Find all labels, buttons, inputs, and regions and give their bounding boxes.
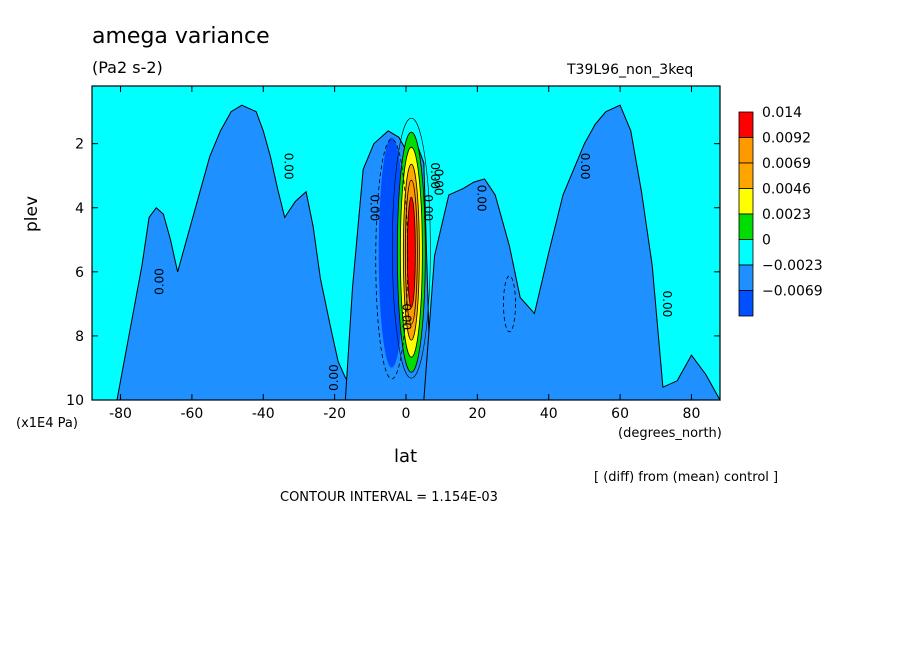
legend-swatch-2 — [738, 162, 754, 189]
run-id: T39L96_non_3keq — [567, 62, 694, 78]
contour-label-10: 0.00 — [428, 162, 442, 189]
legend-swatch-3 — [738, 188, 754, 215]
legend-label-7: −0.0069 — [762, 284, 823, 300]
contour-label-2: 0.00 — [327, 364, 341, 391]
contour-label-9: 0.00 — [421, 194, 435, 221]
diff-note: [ (diff) from (mean) control ] — [594, 470, 779, 485]
x-axis-units: (degrees_north) — [618, 426, 722, 441]
contour-outer — [392, 117, 431, 379]
legend-label-4: 0.0023 — [762, 207, 811, 223]
contour-label-8: 0.00 — [660, 291, 674, 318]
legend-swatch-6 — [738, 264, 754, 291]
region-band-left — [92, 104, 357, 401]
y-axis-units: (x1E4 Pa) — [16, 416, 78, 431]
y-tick-label-2: 6 — [75, 265, 84, 281]
legend-label-3: 0.0046 — [762, 182, 811, 198]
x-tick-label-5: 20 — [468, 406, 486, 422]
legend-label-2: 0.0069 — [762, 156, 811, 172]
x-tick-label-3: -20 — [323, 406, 346, 422]
legend-swatch-0 — [738, 111, 754, 138]
legend-label-6: −0.0023 — [762, 258, 823, 274]
contour-dashed-left — [375, 138, 409, 380]
y-tick-label-3: 8 — [75, 329, 84, 345]
legend-swatch-4 — [738, 213, 754, 240]
contour-label-1: 0.00 — [282, 153, 296, 180]
contour-label-3: 0.00 — [367, 194, 381, 221]
contour-label-5: 0.00 — [432, 169, 446, 196]
legend-label-1: 0.0092 — [762, 131, 811, 147]
x-tick-label-2: -40 — [252, 406, 275, 422]
contour-label-4: 0.00 — [399, 303, 413, 330]
x-tick-label-8: 80 — [683, 406, 701, 422]
legend-label-5: 0 — [762, 233, 771, 249]
contour-dashed-right — [503, 275, 516, 333]
x-tick-label-0: -80 — [109, 406, 132, 422]
contour-interval: CONTOUR INTERVAL = 1.154E-03 — [280, 490, 498, 505]
peak-ring-4 — [406, 196, 416, 308]
y-tick-label-4: 10 — [66, 393, 84, 409]
x-axis-label: lat — [394, 446, 418, 467]
x-tick-label-6: 40 — [540, 406, 558, 422]
legend-label-0: 0.014 — [762, 105, 802, 121]
chart-title: amega variance — [92, 24, 270, 49]
region-negative-core — [378, 137, 405, 368]
contour-label-6: 0.00 — [474, 185, 488, 212]
legend-swatch-7 — [738, 290, 754, 317]
region-band-right — [423, 104, 721, 401]
contour-label-7: 0.00 — [578, 153, 592, 180]
legend-swatch-5 — [738, 239, 754, 266]
x-tick-label-1: -60 — [180, 406, 203, 422]
chart-units: (Pa2 s-2) — [92, 58, 163, 77]
legend-swatch-1 — [738, 137, 754, 164]
y-tick-label-0: 2 — [75, 137, 84, 153]
x-tick-label-4: 0 — [402, 406, 411, 422]
y-tick-label-1: 4 — [75, 201, 84, 217]
x-tick-label-7: 60 — [611, 406, 629, 422]
contour-label-0: 0.00 — [152, 268, 166, 295]
